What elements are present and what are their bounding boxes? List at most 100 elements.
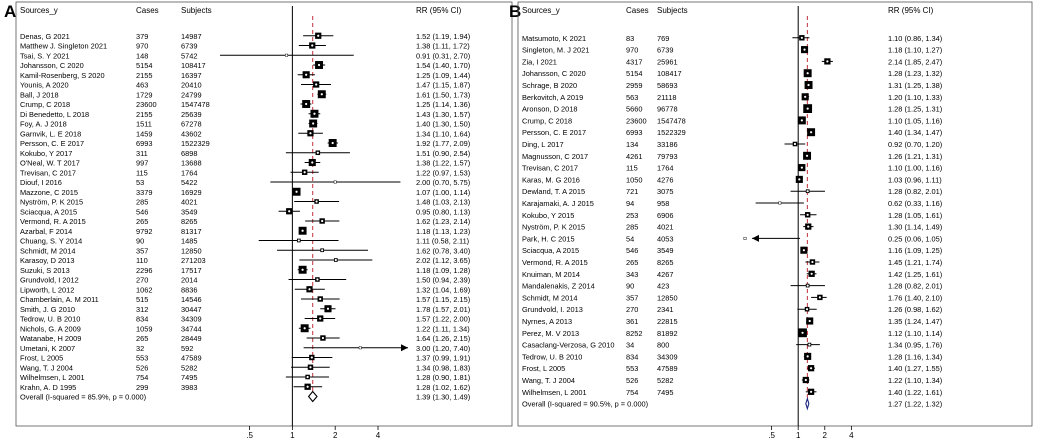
- study-rr: 1.03 (0.96, 1.11): [888, 175, 942, 184]
- study-subjects: 3549: [657, 246, 673, 255]
- study-source: Berkovitch, A 2019: [522, 93, 583, 102]
- study-rr: 0.62 (0.33, 1.16): [888, 199, 942, 208]
- point-estimate-dot: [798, 178, 801, 181]
- study-rr: 1.57 (1.15, 2.15): [416, 295, 470, 304]
- point-estimate-dot: [305, 102, 308, 106]
- study-cases: 553: [626, 364, 638, 373]
- study-subjects: 3075: [657, 187, 673, 196]
- study-subjects: 58693: [657, 81, 678, 90]
- point-estimate-dot: [326, 307, 330, 310]
- study-cases: 1062: [136, 285, 152, 294]
- study-rr: 1.62 (1.23, 2.14): [416, 217, 470, 226]
- point-estimate-dot: [804, 378, 807, 382]
- point-estimate-dot: [806, 284, 809, 287]
- study-rr: 2.02 (1.12, 3.65): [416, 256, 470, 265]
- study-rr: 1.28 (1.23, 1.32): [888, 69, 942, 78]
- study-subjects: 24799: [181, 90, 202, 99]
- point-estimate-dot: [806, 107, 809, 110]
- study-source: Garnvik, L. E 2018: [20, 129, 81, 138]
- study-subjects: 79793: [657, 152, 678, 161]
- point-estimate-dot: [801, 331, 804, 334]
- study-subjects: 43602: [181, 129, 202, 138]
- tick-label: 2: [333, 431, 338, 440]
- point-estimate-dot: [301, 268, 304, 271]
- overall-label: Overall (I-squared = 85.9%, p = 0.000): [20, 393, 146, 402]
- study-subjects: 7495: [181, 373, 197, 382]
- study-rr: 1.40 (1.22, 1.61): [888, 388, 942, 397]
- study-rr: 1.64 (1.26, 2.15): [416, 334, 470, 343]
- study-rr: 1.28 (1.02, 1.62): [416, 383, 470, 392]
- study-subjects: 3983: [181, 383, 197, 392]
- study-rr: 1.34 (0.95, 1.76): [888, 341, 942, 350]
- study-subjects: 81317: [181, 227, 202, 236]
- point-estimate-dot: [809, 367, 813, 370]
- study-subjects: 7495: [657, 388, 673, 397]
- study-subjects: 33186: [657, 140, 678, 149]
- study-source: Chamberlain, A. M 2011: [20, 295, 99, 304]
- study-cases: 546: [136, 207, 148, 216]
- study-cases: 90: [136, 237, 144, 246]
- study-rr: 1.25 (1.09, 1.44): [416, 71, 470, 80]
- study-cases: 285: [136, 198, 148, 207]
- study-rr: 1.61 (1.50, 1.73): [416, 90, 470, 99]
- study-cases: 5154: [626, 69, 642, 78]
- study-rr: 0.91 (0.31, 2.70): [416, 51, 470, 60]
- study-subjects: 4267: [657, 270, 673, 279]
- study-cases: 53: [136, 178, 144, 187]
- overall-rr: 1.39 (1.30, 1.49): [416, 393, 470, 402]
- study-rr: 1.32 (1.04, 1.69): [416, 285, 470, 294]
- point-estimate-dot: [305, 73, 308, 76]
- study-cases: 553: [136, 354, 148, 363]
- point-estimate-dot: [312, 122, 315, 125]
- study-subjects: 6739: [657, 46, 673, 55]
- study-subjects: 21118: [657, 93, 676, 102]
- point-estimate-dot: [807, 225, 810, 228]
- study-cases: 997: [136, 159, 148, 168]
- overall-rr: 1.27 (1.22, 1.32): [888, 400, 942, 409]
- study-rr: 1.22 (1.11, 1.34): [416, 324, 470, 333]
- study-subjects: 47589: [181, 354, 202, 363]
- study-subjects: 1485: [181, 237, 197, 246]
- study-subjects: 16397: [181, 71, 202, 80]
- study-cases: 265: [136, 217, 148, 226]
- study-cases: 343: [626, 270, 638, 279]
- study-rr: 1.76 (1.40, 2.10): [888, 293, 942, 302]
- study-source: Zia, I 2021: [522, 57, 557, 66]
- study-cases: 515: [136, 295, 148, 304]
- study-cases: 2155: [136, 71, 152, 80]
- study-source: Karajamaki, A. J 2015: [522, 199, 594, 208]
- header-rr: RR (95% CI): [888, 6, 934, 15]
- study-cases: 5660: [626, 105, 642, 114]
- point-estimate-dot: [808, 319, 811, 323]
- point-estimate-dot: [285, 54, 288, 57]
- overall-label: Overall (I-squared = 90.5%, p = 0.000): [522, 400, 648, 409]
- study-cases: 32: [136, 344, 144, 353]
- study-cases: 721: [626, 187, 638, 196]
- study-rr: 1.28 (1.05, 1.61): [888, 211, 942, 220]
- study-source: Singleton, M. J 2021: [522, 46, 589, 55]
- point-estimate-dot: [317, 63, 321, 67]
- study-cases: 1729: [136, 90, 152, 99]
- study-source: Schmidt, M 2014: [522, 293, 577, 302]
- tick-label: 1: [796, 431, 801, 440]
- study-subjects: 4053: [657, 234, 673, 243]
- point-estimate-dot: [778, 201, 781, 205]
- overall-diamond: [307, 390, 318, 403]
- study-subjects: 25639: [181, 110, 202, 119]
- study-subjects: 769: [657, 34, 669, 43]
- study-rr: 1.20 (1.10, 1.33): [888, 93, 942, 102]
- point-estimate-dot: [321, 219, 324, 223]
- point-estimate-dot: [303, 171, 306, 174]
- panel-b: B Sources_y Cases Subjects RR (95% CI) .5 1 2 4 M…: [509, 1, 1033, 440]
- study-rr: 1.28 (0.82, 2.01): [888, 282, 942, 291]
- point-estimate-dot: [810, 272, 813, 275]
- overall-diamond: [805, 396, 810, 411]
- study-subjects: 67278: [181, 120, 202, 129]
- study-cases: 4317: [626, 57, 642, 66]
- header-subjects: Subjects: [657, 6, 688, 15]
- study-cases: 83: [626, 34, 634, 43]
- study-cases: 285: [626, 223, 638, 232]
- study-rr: 1.26 (0.98, 1.62): [888, 305, 942, 314]
- study-subjects: 1522329: [657, 128, 686, 137]
- point-estimate-dot: [301, 229, 304, 232]
